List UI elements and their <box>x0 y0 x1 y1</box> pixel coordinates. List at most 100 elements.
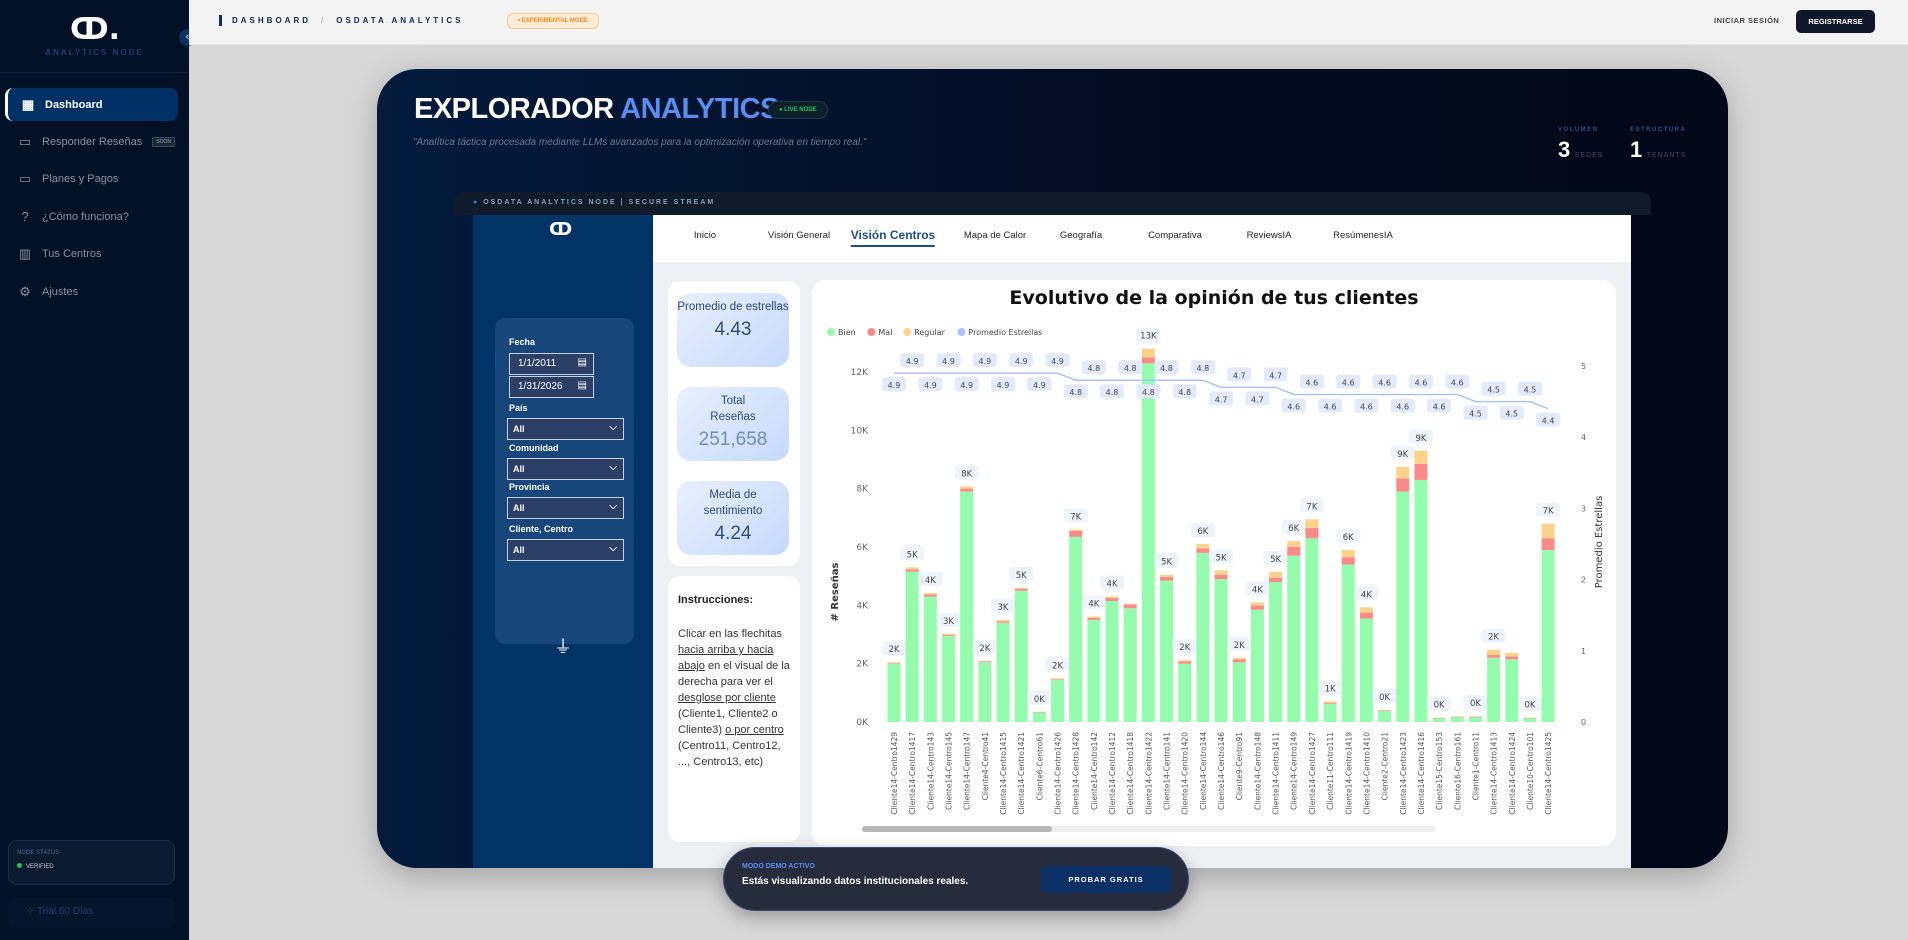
bar-regular <box>1196 544 1210 549</box>
line-label-bg <box>1100 384 1125 399</box>
tab-mapa-calor[interactable]: Mapa de Calor <box>963 230 1027 241</box>
node-status-value: VERIFIED <box>26 864 54 870</box>
fecha-from-input[interactable]: 1/1/2011 ▤ <box>509 353 594 375</box>
register-button[interactable]: REGISTRARSE <box>1796 10 1875 33</box>
grid-icon: ▦ <box>21 96 35 112</box>
tab-resumenes-ia[interactable]: ResúmenesIA <box>1333 230 1393 241</box>
line-label: 4.5 <box>1505 410 1518 419</box>
tab-inicio[interactable]: Inicio <box>693 230 717 241</box>
bar-mal <box>887 663 901 664</box>
bar-mal <box>1087 617 1101 620</box>
bar-mal <box>1450 716 1464 718</box>
bar-bien <box>1305 538 1319 722</box>
cliente-select[interactable]: All ⌵ <box>507 539 624 561</box>
line-label-bg <box>1499 405 1524 420</box>
bar-mal <box>1269 577 1283 582</box>
login-link[interactable]: INICIAR SESIÓN <box>1714 16 1780 25</box>
legend-marker <box>867 328 876 336</box>
line-label: 4.6 <box>1360 402 1373 411</box>
line-label: 4.6 <box>1324 402 1337 411</box>
gear-icon: ⚙ <box>19 283 31 299</box>
chevron-left-icon: ‹ <box>185 31 190 43</box>
comunidad-select[interactable]: All ⌵ <box>507 458 624 480</box>
sidebar-item-planes-pagos[interactable]: ▭ Planes y Pagos <box>5 162 178 195</box>
x-tick-label: Cliente14-Centro1412 <box>1108 732 1117 815</box>
bar-mal <box>960 488 974 492</box>
sidebar-item-responder-resenas[interactable]: ▭ Responder Reseñas SOON <box>5 125 178 158</box>
pais-select[interactable]: All ⌵ <box>507 418 624 440</box>
bar-mal <box>1014 589 1028 591</box>
tab-comparativa[interactable]: Comparativa <box>1148 230 1202 241</box>
bar-label: 4K <box>925 576 936 586</box>
bar-regular <box>1450 716 1464 717</box>
bar-label: 0K <box>1470 699 1481 709</box>
tab-vision-centros[interactable]: Visión Centros <box>850 228 936 247</box>
bar-mal <box>1051 679 1065 680</box>
help-circle-icon: ? <box>21 209 29 224</box>
live-badge: ● LIVE NODE <box>768 101 828 119</box>
demo-message: Estás visualizando datos institucionales… <box>742 876 969 887</box>
bar-mal <box>1123 604 1137 609</box>
line-label: 4.5 <box>1469 410 1482 419</box>
bar-regular <box>887 662 901 664</box>
y-tick-label: 0K <box>856 718 869 728</box>
sidebar-item-ajustes[interactable]: ⚙ Ajustes <box>5 275 178 308</box>
brand-name: ANALYTICS NODE <box>45 48 144 57</box>
x-tick-label: Cliente14-Centro1417 <box>908 732 917 815</box>
sidebar-item-label: Dashboard <box>45 98 103 111</box>
clear-filters-icon[interactable]: ⏚ <box>554 637 572 657</box>
bar-label: 3K <box>943 617 954 627</box>
line-label: 4.6 <box>1451 378 1464 387</box>
sidebar-item-label: Ajustes <box>42 285 79 298</box>
line-label: 4.9 <box>1015 357 1028 366</box>
tab-vision-general[interactable]: Visión General <box>767 230 831 241</box>
line-label-bg <box>1427 398 1452 413</box>
stat-volumen: VOLUMEN 3 SEDES <box>1558 127 1603 163</box>
line-label: 4.4 <box>1542 417 1555 426</box>
try-free-button[interactable]: PROBAR GRATIS <box>1041 866 1171 893</box>
experimental-badge: • EXPERIMENTAL MODE <box>507 13 599 29</box>
chevron-down-icon: ⌵ <box>609 543 617 554</box>
provincia-select[interactable]: All ⌵ <box>507 497 624 519</box>
line-label-bg <box>1027 377 1052 392</box>
bar-bien <box>1123 608 1137 722</box>
fecha-label: Fecha <box>509 337 536 347</box>
bar-bien <box>1069 536 1083 722</box>
line-label-bg <box>1281 398 1306 413</box>
bar-mal <box>1196 548 1210 553</box>
scrollbar-thumb[interactable] <box>862 826 1052 832</box>
bar-label: 7K <box>1070 513 1081 523</box>
bar-bien <box>1105 600 1119 722</box>
demo-kicker: MODO DEMO ACTIVO <box>742 863 815 870</box>
tab-geografia[interactable]: Geografía <box>1059 230 1103 241</box>
y-tick-label: 10K <box>851 426 869 436</box>
line-label-bg <box>1390 398 1415 413</box>
line-label-bg <box>1209 391 1234 406</box>
bar-mal <box>1487 654 1501 658</box>
logo-icon[interactable]: ↀ. <box>70 12 121 47</box>
comunidad-label: Comunidad <box>509 443 559 453</box>
bar-mal <box>1141 357 1155 364</box>
line-label: 4.9 <box>906 357 919 366</box>
trial-button[interactable]: ✧ Trial 60 Días <box>8 898 175 928</box>
sidebar-item-como-funciona[interactable]: ? ¿Cómo funciona? <box>5 200 178 233</box>
line-label-bg <box>1481 381 1506 396</box>
breadcrumb-dashboard[interactable]: DASHBOARD <box>232 16 311 25</box>
bar-bien <box>1051 679 1065 722</box>
line-label-bg <box>1354 398 1379 413</box>
legend-label: Bien <box>838 328 856 337</box>
sidebar-item-tus-centros[interactable]: ▥ Tus Centros <box>5 237 178 270</box>
opinion-chart[interactable]: Evolutivo de la opinión de tus clientes B… <box>812 280 1616 846</box>
sparkle-icon: ✧ <box>26 906 37 917</box>
tab-reviews-ia[interactable]: ReviewsIA <box>1246 230 1292 241</box>
sidebar-item-dashboard[interactable]: ▦ Dashboard <box>5 88 178 121</box>
bar-label-bg <box>1063 508 1088 523</box>
x-tick-label: Cliente14-Centro1413 <box>1490 732 1499 815</box>
bar-label-bg <box>1245 581 1270 596</box>
fecha-to-input[interactable]: 1/31/2026 ▤ <box>509 376 594 398</box>
bar-label-bg <box>918 572 943 587</box>
line-label-bg <box>1463 405 1488 420</box>
calendar-icon: ▤ <box>577 357 587 368</box>
bar-label: 0K <box>1434 701 1445 711</box>
y-tick-label: 8K <box>856 485 869 495</box>
